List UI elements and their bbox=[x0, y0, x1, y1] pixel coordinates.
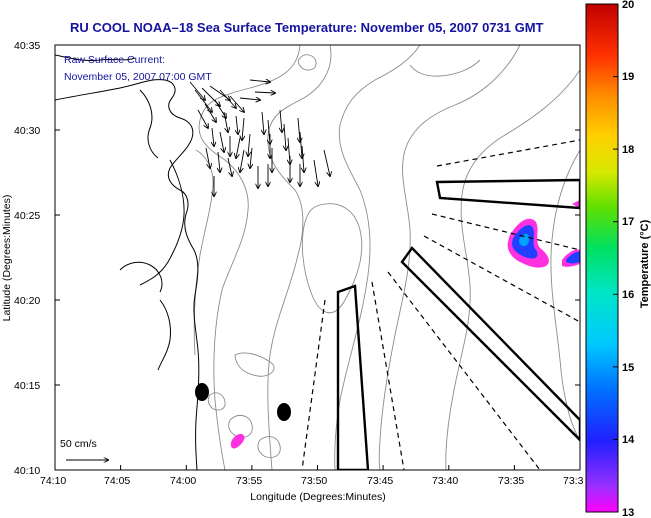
bathymetry-contours bbox=[193, 45, 580, 470]
buoy-markers bbox=[195, 383, 291, 421]
colorbar-tick: 17 bbox=[622, 216, 634, 228]
colorbar-tick: 15 bbox=[622, 362, 634, 374]
coastline bbox=[55, 54, 200, 470]
x-tick-label: 74:10 bbox=[40, 475, 66, 487]
colorbar-gradient bbox=[585, 3, 619, 513]
y-tick-label: 40:30 bbox=[14, 125, 40, 137]
x-axis-label: Longitude (Degrees:Minutes) bbox=[250, 491, 385, 503]
colorbar-tick: 19 bbox=[622, 71, 634, 83]
current-caption-line2: November 05, 2007 07:00 GMT bbox=[64, 71, 212, 83]
scale-arrow-label: 50 cm/s bbox=[60, 438, 97, 450]
x-tick-label: 73:50 bbox=[301, 475, 327, 487]
colorbar-tick: 18 bbox=[622, 144, 634, 156]
y-tick-label: 40:35 bbox=[14, 40, 40, 52]
y-axis: 40:35 40:30 40:25 40:20 40:15 40:10 Lati… bbox=[1, 40, 580, 477]
colorbar-tick: 20 bbox=[622, 0, 634, 11]
buoy-marker-east bbox=[277, 403, 291, 421]
shipping-lanes bbox=[301, 139, 580, 470]
map-panel: 50 cm/s Raw Surface Current: November 05… bbox=[55, 45, 580, 470]
x-tick-label: 74:00 bbox=[170, 475, 196, 487]
colorbar-tick: 16 bbox=[622, 289, 634, 301]
y-tick-label: 40:15 bbox=[14, 380, 40, 392]
y-tick-label: 40:20 bbox=[14, 295, 40, 307]
y-tick-label: 40:25 bbox=[14, 210, 40, 222]
surface-current-vectors bbox=[189, 80, 330, 196]
x-tick-label: 73:45 bbox=[367, 475, 393, 487]
y-tick-label: 40:10 bbox=[14, 465, 40, 477]
colorbar: 20 19 18 17 16 15 14 13 Temperature (°C) bbox=[585, 0, 651, 518]
buoy-marker-west bbox=[195, 383, 209, 401]
current-caption-line1: Raw Surface Current: bbox=[64, 54, 165, 66]
colorbar-tick: 13 bbox=[622, 507, 634, 518]
y-axis-label: Latitude (Degrees:Minutes) bbox=[1, 195, 13, 322]
x-tick-label: 74:05 bbox=[104, 475, 130, 487]
x-tick-label: 73:55 bbox=[236, 475, 262, 487]
colorbar-tick: 14 bbox=[622, 434, 635, 446]
x-tick-label: 73:40 bbox=[432, 475, 458, 487]
x-tick-label: 73:3 bbox=[563, 475, 584, 487]
colorbar-label: Temperature (°C) bbox=[639, 219, 651, 308]
x-axis: 74:10 74:05 74:00 73:55 73:50 73:45 73:4… bbox=[40, 465, 584, 503]
sst-patches bbox=[230, 200, 580, 449]
figure-title: RU COOL NOAA–18 Sea Surface Temperature:… bbox=[70, 20, 544, 35]
x-tick-label: 73:35 bbox=[498, 475, 524, 487]
